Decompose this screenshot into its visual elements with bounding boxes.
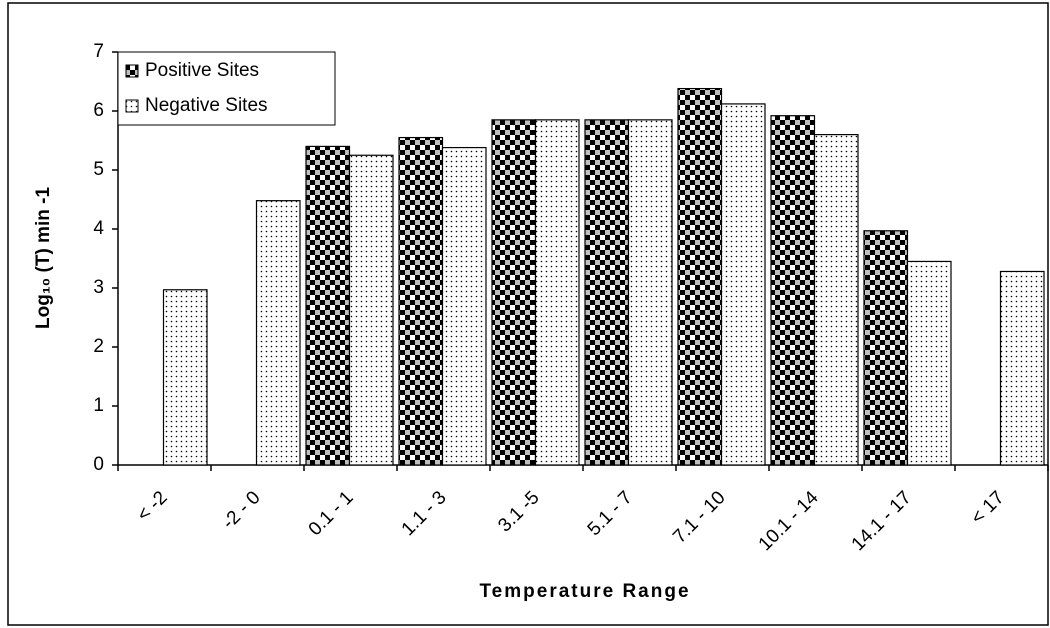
legend-label: Negative Sites [145,95,268,116]
y-tick-label: 3 [93,277,104,298]
x-tick-label: 10.1 - 14 [755,487,823,555]
bar [162,289,208,466]
y-tick-label: 5 [93,159,104,180]
legend-swatch [125,99,139,113]
bar [398,136,444,466]
y-tick-label: 7 [93,41,104,62]
bar [863,230,909,466]
y-tick-label: 0 [93,454,104,475]
x-tick-label: 1.1 - 3 [398,487,451,540]
legend-box [117,51,336,126]
bar [584,119,630,466]
y-tick-label: 4 [93,218,104,239]
x-tick-label: < 17 [967,487,1008,528]
bar [677,87,723,466]
bar [770,115,816,466]
bar [534,119,580,466]
bar [999,270,1045,466]
y-axis-label: Log₁₀ (T) min -1 [33,187,54,329]
x-tick-label: 0.1 - 1 [305,487,358,540]
bar [348,154,394,466]
bar [255,200,301,466]
bar [441,146,487,466]
bar [627,119,673,466]
x-axis-label: Temperature Range [479,581,690,602]
bar [813,134,859,466]
x-tick-label: 5.1 - 7 [584,487,637,540]
x-tick-label: 3.1 -5 [494,487,543,536]
legend-swatch [125,64,139,78]
legend-label: Positive Sites [145,60,259,81]
frame [7,2,1049,626]
x-tick-label: 7.1 - 10 [669,487,729,547]
x-tick-label: 14.1 - 17 [848,487,916,555]
x-tick-label: -2 - 0 [218,487,264,533]
y-tick-label: 6 [93,100,104,121]
y-tick-label: 2 [93,336,104,357]
bar [906,260,952,466]
bar [305,145,351,466]
y-tick-label: 1 [93,395,104,416]
x-tick-label: < -2 [133,487,171,525]
bar [720,103,766,466]
bar [491,119,537,466]
